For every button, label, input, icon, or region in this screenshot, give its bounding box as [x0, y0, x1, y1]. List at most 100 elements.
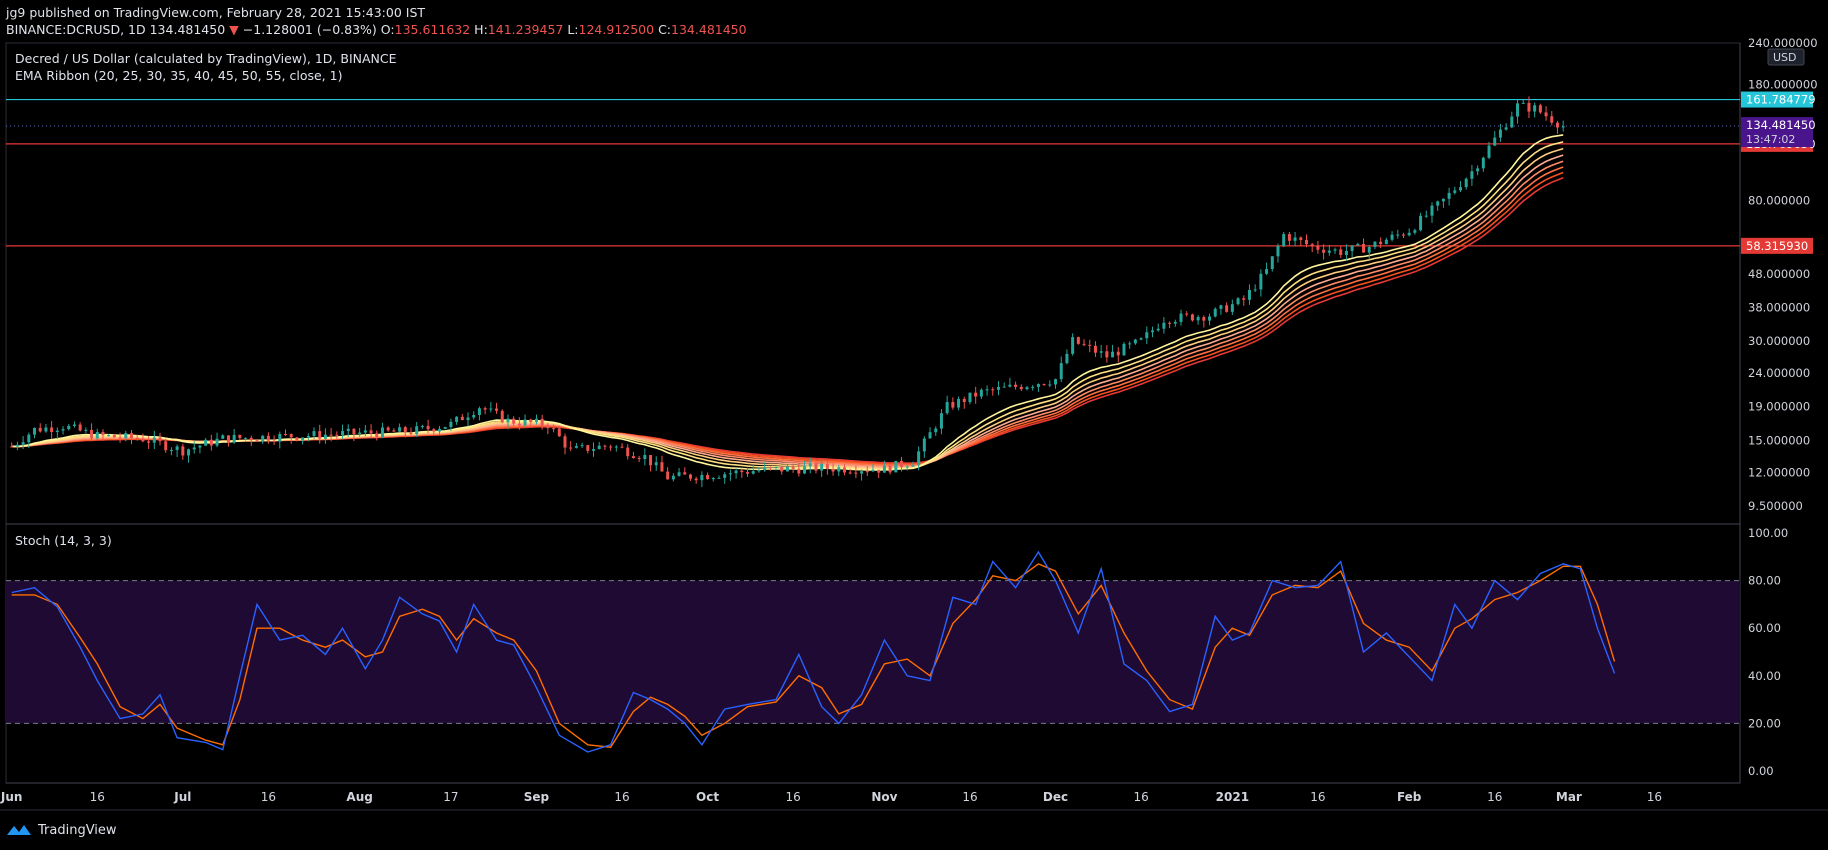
candle-body [1396, 234, 1400, 236]
price-axis-tick: 38.000000 [1748, 300, 1810, 314]
candle-body [295, 437, 299, 441]
candle-body [352, 428, 356, 434]
down-arrow-icon: ▼ [229, 22, 239, 37]
candle-body [363, 430, 367, 433]
candle-body [44, 427, 48, 432]
candle-body [50, 427, 54, 433]
last-price-label: 134.481450 [1746, 118, 1816, 132]
candle-body [283, 433, 287, 435]
candle-body [717, 477, 721, 479]
open-label: O: [380, 22, 395, 37]
currency-badge [1767, 48, 1805, 66]
candle-body [1179, 313, 1183, 322]
stoch-axis-tick: 80.00 [1748, 574, 1781, 588]
stoch-axis-tick: 0.00 [1748, 764, 1774, 778]
candle-body [175, 446, 179, 450]
candle-body [637, 458, 641, 460]
time-axis-tick: 16 [1310, 790, 1325, 804]
candle-body [1253, 289, 1257, 291]
candle-body [609, 446, 613, 448]
candle-body [780, 466, 784, 472]
candle-body [631, 456, 635, 459]
candle-body [1031, 386, 1035, 388]
candle-body [785, 466, 789, 472]
candle-body [198, 445, 202, 448]
tradingview-brand[interactable]: TradingView [6, 822, 117, 838]
candle-body [706, 474, 710, 480]
candle-body [1014, 384, 1018, 387]
symbol-label: BINANCE:DCRUSD, 1D [6, 22, 146, 37]
candle-body [1476, 168, 1480, 172]
time-axis-tick: 16 [1487, 790, 1502, 804]
stoch-k-line [11, 550, 1616, 753]
candle-body [38, 427, 42, 432]
candle-body [1282, 234, 1286, 246]
candle-body [922, 438, 926, 452]
candle-body [358, 432, 362, 434]
candle-body [1470, 171, 1474, 179]
time-axis-tick: Aug [346, 790, 372, 804]
candle-body [592, 449, 596, 451]
candle-body [506, 418, 510, 423]
candle-body [329, 434, 333, 436]
candle-body [1259, 273, 1263, 290]
chart-title[interactable]: Decred / US Dollar (calculated by Tradin… [15, 51, 397, 66]
candle-body [1305, 239, 1308, 245]
ema-legend[interactable]: EMA Ribbon (20, 25, 30, 35, 40, 45, 50, … [15, 68, 343, 83]
candle-body [1550, 116, 1554, 123]
candle-body [643, 455, 647, 460]
candle-body [500, 410, 504, 423]
candle-body [1527, 102, 1531, 112]
candle-body [945, 402, 949, 414]
time-axis-tick: Sep [524, 790, 550, 804]
candle-body [249, 437, 253, 441]
candle-body [181, 446, 185, 456]
candle-body [289, 434, 293, 438]
candle-body [78, 424, 82, 431]
candle-body [1510, 116, 1514, 128]
candle-body [1453, 190, 1457, 193]
stoch-band [6, 580, 1740, 724]
candle-body [1350, 245, 1354, 251]
candle-body [512, 418, 516, 424]
candle-body [529, 419, 533, 423]
candle-body [671, 475, 675, 480]
candle-body [603, 445, 607, 447]
candle-body [1019, 386, 1023, 390]
candle-body [1139, 338, 1143, 340]
tradingview-logo-icon [7, 825, 31, 835]
candle-body [820, 463, 824, 471]
stoch-legend[interactable]: Stoch (14, 3, 3) [15, 533, 112, 548]
candle-body [552, 428, 556, 430]
candle-body [825, 463, 829, 469]
candle-body [101, 432, 105, 436]
candle-body [711, 478, 715, 480]
candle-body [1247, 290, 1251, 300]
candle-body [580, 445, 584, 447]
time-axis-tick: Jul [173, 790, 191, 804]
published-line: jg9 published on TradingView.com, Februa… [6, 5, 425, 20]
candle-body [991, 389, 995, 391]
candle-body [95, 432, 99, 439]
price-axis-tick: 9.500000 [1748, 499, 1803, 513]
candle-body [1390, 234, 1394, 240]
candle-body [112, 435, 116, 438]
last-price-tag [1741, 117, 1813, 148]
candle-body [1516, 103, 1520, 117]
candle-body [791, 466, 795, 469]
open-value: 135.611632 [394, 22, 471, 37]
candle-body [865, 471, 869, 473]
candle-body [107, 435, 111, 437]
candle-body [860, 471, 864, 474]
time-axis-tick: Nov [871, 790, 897, 804]
candle-body [1036, 384, 1040, 387]
candle-body [979, 389, 983, 397]
candle-body [746, 472, 750, 474]
candle-body [1133, 339, 1137, 344]
candle-body [1071, 337, 1075, 354]
candle-body [147, 441, 151, 443]
candle-body [1310, 244, 1314, 246]
candle-body [723, 474, 727, 478]
candle-body [660, 462, 664, 472]
